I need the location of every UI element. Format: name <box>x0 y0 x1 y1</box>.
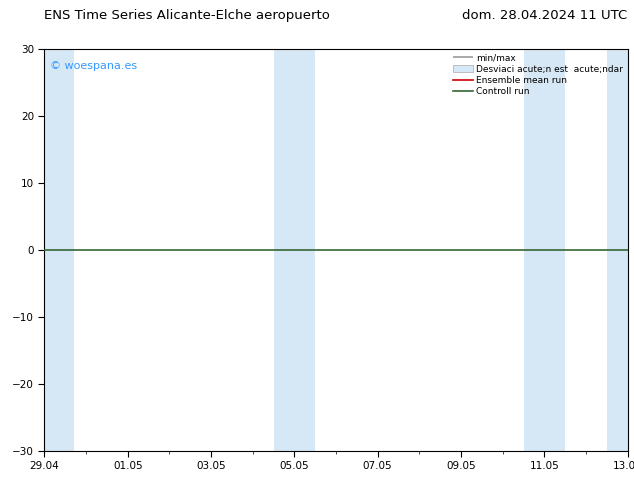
Text: © woespana.es: © woespana.es <box>50 61 138 71</box>
Bar <box>607 49 628 451</box>
Text: dom. 28.04.2024 11 UTC: dom. 28.04.2024 11 UTC <box>462 9 628 22</box>
Text: ENS Time Series Alicante-Elche aeropuerto: ENS Time Series Alicante-Elche aeropuert… <box>44 9 330 22</box>
Legend: min/max, Desviaci acute;n est  acute;ndar, Ensemble mean run, Controll run: min/max, Desviaci acute;n est acute;ndar… <box>451 52 625 98</box>
Bar <box>524 49 565 451</box>
Bar <box>44 49 74 451</box>
Bar <box>273 49 315 451</box>
